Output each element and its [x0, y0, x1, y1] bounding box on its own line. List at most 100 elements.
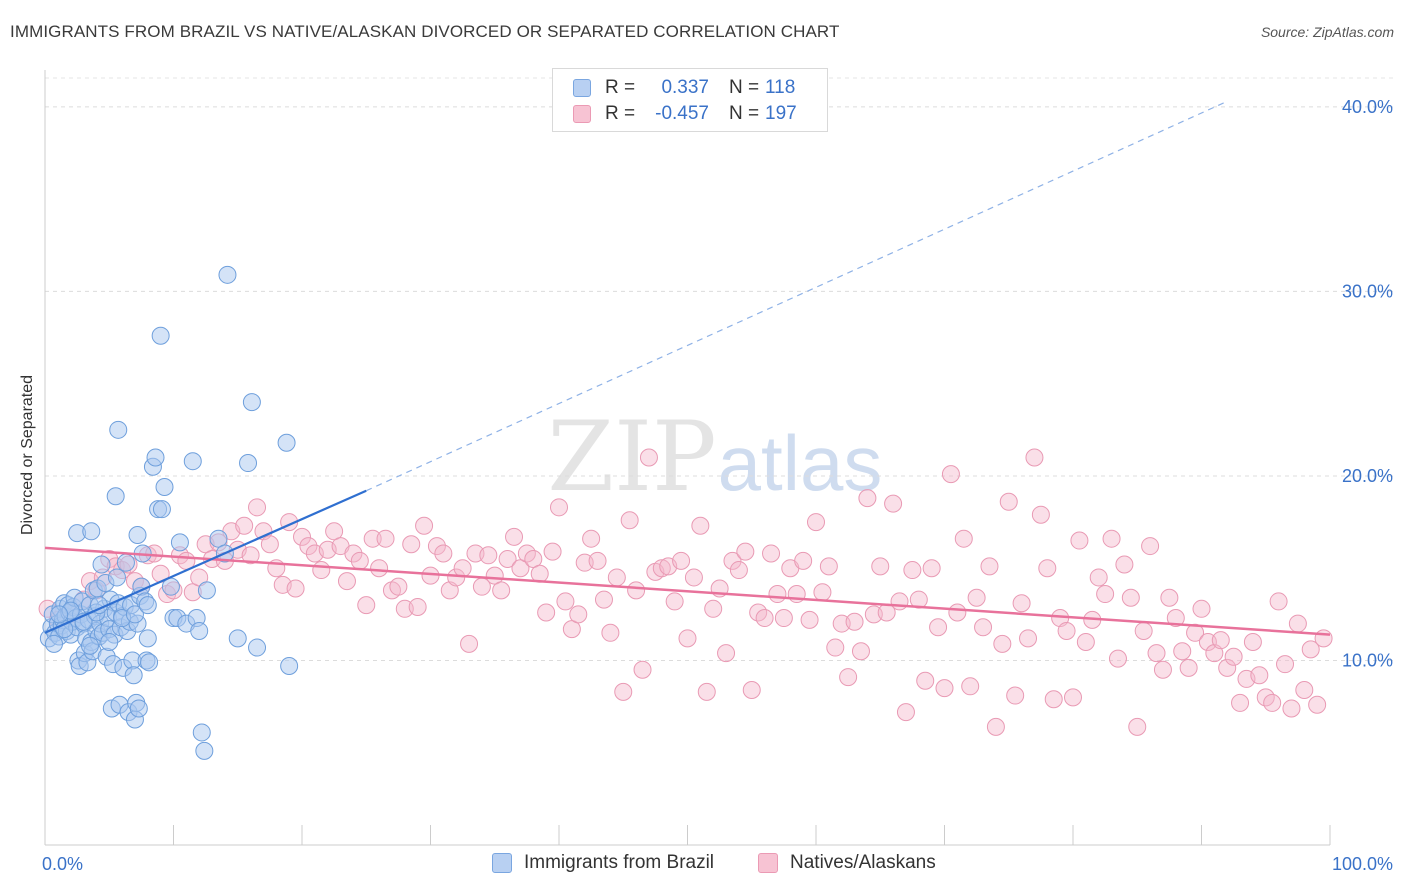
natives-point: [717, 644, 736, 663]
natives-point: [299, 537, 318, 556]
natives-point: [260, 535, 279, 554]
natives-point: [1218, 658, 1237, 677]
brazil-point: [50, 605, 69, 624]
natives-point: [363, 529, 382, 548]
natives-point: [1108, 649, 1127, 668]
bottom-legend-brazil: Immigrants from Brazil: [492, 852, 714, 874]
natives-point: [974, 618, 993, 637]
natives-point: [505, 527, 524, 546]
natives-point: [980, 557, 999, 576]
brazil-point: [277, 433, 296, 452]
natives-point: [948, 603, 967, 622]
natives-point: [344, 544, 363, 563]
natives-point: [639, 448, 658, 467]
natives-point: [1276, 655, 1295, 674]
natives-point: [633, 660, 652, 679]
natives-point: [684, 568, 703, 587]
brazil-point: [248, 638, 267, 657]
brazil-point: [152, 500, 171, 519]
natives-point: [1288, 614, 1307, 633]
brazil-point: [129, 699, 148, 718]
natives-point: [389, 577, 408, 596]
natives-point: [678, 629, 697, 648]
natives-point: [582, 529, 601, 548]
natives-point: [1128, 717, 1147, 736]
natives-point: [241, 546, 260, 565]
legend-r-value-natives: -0.457: [655, 103, 709, 124]
legend-box: R = 0.337 N = 118 R = -0.457 N = 197: [552, 68, 828, 132]
natives-point: [1192, 599, 1211, 618]
natives-point: [723, 551, 742, 570]
brazil-point: [183, 452, 202, 471]
natives-point: [1134, 621, 1153, 640]
natives-point: [1282, 699, 1301, 718]
natives-point: [543, 542, 562, 561]
natives-point: [1121, 588, 1140, 607]
natives-point: [370, 559, 389, 578]
natives-point: [762, 544, 781, 563]
natives-point: [402, 535, 421, 554]
natives-point: [1160, 588, 1179, 607]
natives-point: [235, 516, 254, 535]
natives-point: [569, 605, 588, 624]
brazil-point: [128, 526, 147, 544]
legend-n-label: N =: [729, 77, 760, 98]
natives-point: [768, 585, 787, 604]
natives-point: [434, 544, 453, 563]
natives-point: [851, 642, 870, 661]
brazil-point: [140, 653, 159, 672]
y-tick-label: 20.0%: [1342, 466, 1393, 486]
natives-point: [691, 516, 710, 535]
natives-point: [729, 561, 748, 580]
natives-point: [826, 638, 845, 657]
brazil-point: [80, 636, 99, 655]
natives-point: [1044, 690, 1063, 709]
natives-point: [1070, 531, 1089, 550]
natives-point: [337, 572, 356, 591]
natives-point: [312, 561, 331, 580]
natives-trend-line: [44, 546, 1331, 636]
natives-point: [1314, 629, 1333, 648]
natives-point: [492, 581, 511, 600]
natives-point: [1153, 660, 1172, 679]
natives-point: [774, 609, 793, 628]
brazil-point: [280, 657, 299, 676]
natives-point: [453, 559, 472, 578]
natives-point: [588, 551, 607, 570]
natives-point: [1025, 448, 1044, 467]
natives-point: [941, 465, 960, 484]
brazil-point: [116, 553, 135, 572]
watermark-atlas: atlas: [718, 419, 883, 507]
natives-point: [935, 679, 954, 698]
legend-r-value-brazil: 0.337: [661, 77, 709, 98]
natives-point: [1012, 594, 1031, 613]
natives-point: [556, 592, 575, 611]
natives-point: [357, 596, 376, 615]
brazil-trend-line: [44, 489, 367, 634]
brazil-point: [218, 265, 237, 284]
natives-point: [986, 717, 1005, 736]
natives-point: [807, 513, 825, 532]
natives-point: [1308, 695, 1327, 714]
natives-point: [839, 668, 858, 687]
natives-point: [537, 603, 556, 622]
natives-point: [1057, 621, 1076, 640]
natives-point: [993, 634, 1012, 653]
natives-point: [376, 529, 395, 548]
legend-n-value-brazil: 118: [765, 77, 796, 98]
brazil-point: [151, 326, 170, 345]
natives-point: [1147, 644, 1166, 663]
natives-point: [1064, 688, 1082, 707]
bottom-legend-natives: Natives/Alaskans: [758, 852, 936, 874]
bottom-legend-label-brazil: Immigrants from Brazil: [524, 852, 715, 873]
natives-point: [1179, 658, 1198, 677]
brazil-point: [100, 633, 119, 652]
natives-point: [672, 551, 691, 570]
watermark-zip: ZIP: [547, 401, 716, 513]
brazil-point: [192, 723, 211, 742]
brazil-trend-extension: [366, 100, 1228, 492]
legend-n-value-natives: 197: [765, 103, 797, 124]
chart-title: IMMIGRANTS FROM BRAZIL VS NATIVE/ALASKAN…: [10, 22, 840, 41]
natives-point: [1006, 686, 1025, 705]
